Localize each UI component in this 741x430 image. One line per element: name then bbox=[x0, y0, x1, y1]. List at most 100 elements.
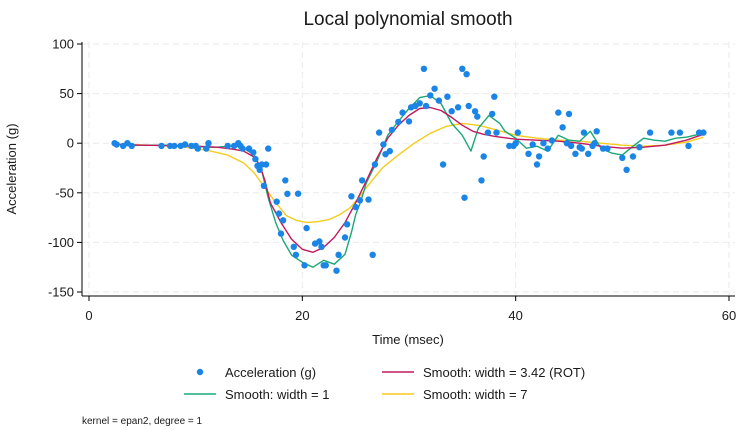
scatter-point bbox=[343, 221, 351, 228]
scatter-point bbox=[480, 153, 487, 160]
scatter-point bbox=[540, 140, 547, 147]
scatter-point bbox=[623, 166, 630, 173]
scatter-point bbox=[636, 144, 643, 151]
scatter-point bbox=[335, 251, 342, 258]
scatter-point bbox=[544, 145, 551, 152]
scatter-point bbox=[478, 177, 485, 184]
scatter-point bbox=[399, 109, 406, 116]
scatter-point bbox=[559, 124, 566, 131]
scatter-point bbox=[416, 100, 423, 107]
scatter-point bbox=[171, 142, 178, 150]
scatter-point bbox=[604, 145, 611, 152]
scatter-point bbox=[358, 177, 366, 184]
y-axis-label: Acceleration (g) bbox=[4, 123, 19, 214]
scatter-point bbox=[435, 97, 443, 104]
scatter-point bbox=[333, 267, 340, 274]
scatter-point bbox=[448, 108, 455, 115]
scatter-point bbox=[301, 262, 308, 269]
scatter-point bbox=[279, 217, 287, 224]
scatter-point bbox=[619, 154, 626, 161]
chart-title: Local polynomial smooth bbox=[303, 9, 512, 30]
axes bbox=[81, 42, 735, 297]
scatter-point bbox=[463, 71, 470, 78]
scatter-point bbox=[375, 129, 383, 136]
scatter-point bbox=[277, 230, 285, 237]
smooth-line-width-7 bbox=[114, 122, 704, 224]
scatter-point bbox=[474, 113, 481, 120]
legend-label-width-7: Smooth: width = 7 bbox=[423, 387, 527, 402]
y-tick-label: 100 bbox=[52, 37, 74, 52]
scatter-point bbox=[685, 142, 692, 150]
x-axis-label: Time (msec) bbox=[372, 332, 444, 347]
ticks: 100 50 0 -50 -100 -150 0 20 40 60 bbox=[48, 37, 736, 324]
y-tick-label: 50 bbox=[60, 86, 74, 101]
scatter-point bbox=[341, 234, 349, 241]
scatter-point bbox=[533, 161, 541, 168]
scatter-point bbox=[471, 108, 479, 115]
x-tick-label: 20 bbox=[295, 308, 309, 323]
scatter-point bbox=[294, 190, 302, 197]
scatter-point bbox=[316, 238, 323, 245]
scatter-point bbox=[260, 182, 268, 189]
scatter-point bbox=[578, 145, 585, 152]
scatter-point bbox=[128, 142, 135, 150]
scatter-point bbox=[512, 140, 519, 147]
scatter-point bbox=[565, 110, 573, 118]
scatter-points bbox=[111, 65, 707, 274]
scatter-point bbox=[284, 190, 291, 197]
scatter-point bbox=[585, 150, 592, 157]
scatter-point bbox=[593, 128, 600, 135]
scatter-point bbox=[427, 92, 434, 99]
scatter-point bbox=[461, 194, 468, 201]
scatter-point bbox=[265, 145, 272, 152]
legend: Acceleration (g) Smooth: width = 3.42 (R… bbox=[184, 365, 585, 402]
scatter-point bbox=[282, 177, 289, 184]
scatter-point bbox=[365, 196, 372, 203]
scatter-point bbox=[303, 224, 310, 232]
scatter-point bbox=[454, 104, 462, 111]
scatter-point bbox=[369, 251, 376, 258]
scatter-point bbox=[444, 93, 451, 100]
scatter-point bbox=[422, 102, 430, 110]
scatter-point bbox=[548, 137, 556, 144]
scatter-point bbox=[525, 150, 532, 157]
scatter-point bbox=[395, 118, 402, 126]
scatter-point bbox=[292, 251, 300, 258]
x-tick-label: 40 bbox=[508, 308, 522, 323]
scatter-point bbox=[484, 129, 492, 136]
scatter-point bbox=[580, 129, 588, 136]
scatter-point bbox=[113, 141, 120, 148]
scatter-point bbox=[273, 198, 280, 205]
scatter-point bbox=[348, 193, 355, 200]
scatter-point bbox=[465, 102, 472, 110]
legend-label-acceleration: Acceleration (g) bbox=[225, 365, 316, 380]
y-tick-label: -100 bbox=[48, 235, 74, 250]
x-tick-label: 0 bbox=[85, 308, 92, 323]
scatter-point bbox=[646, 129, 654, 136]
y-tick-label: -50 bbox=[55, 185, 74, 200]
scatter-point bbox=[420, 65, 428, 73]
scatter-point bbox=[405, 118, 413, 125]
scatter-point bbox=[352, 203, 359, 211]
smooth-line-rot bbox=[114, 106, 704, 254]
scatter-point bbox=[252, 155, 259, 163]
scatter-point bbox=[181, 141, 189, 148]
scatter-point bbox=[591, 140, 598, 147]
y-tick-label: 0 bbox=[67, 136, 74, 151]
legend-label-rot: Smooth: width = 3.42 (ROT) bbox=[423, 365, 585, 380]
scatter-point bbox=[250, 149, 257, 156]
scatter-point bbox=[668, 129, 675, 136]
kernel-note: kernel = epan2, degree = 1 bbox=[82, 416, 203, 427]
scatter-point bbox=[205, 140, 212, 147]
scatter-point bbox=[489, 110, 496, 118]
scatter-point bbox=[491, 93, 498, 100]
scatter-point bbox=[388, 126, 396, 134]
x-tick-label: 60 bbox=[722, 308, 736, 323]
scatter-point bbox=[555, 109, 562, 116]
scatter-point bbox=[322, 262, 329, 269]
scatter-point bbox=[431, 85, 438, 92]
scatter-point bbox=[535, 153, 543, 160]
scatter-point bbox=[529, 141, 536, 148]
scatter-point bbox=[290, 243, 297, 250]
